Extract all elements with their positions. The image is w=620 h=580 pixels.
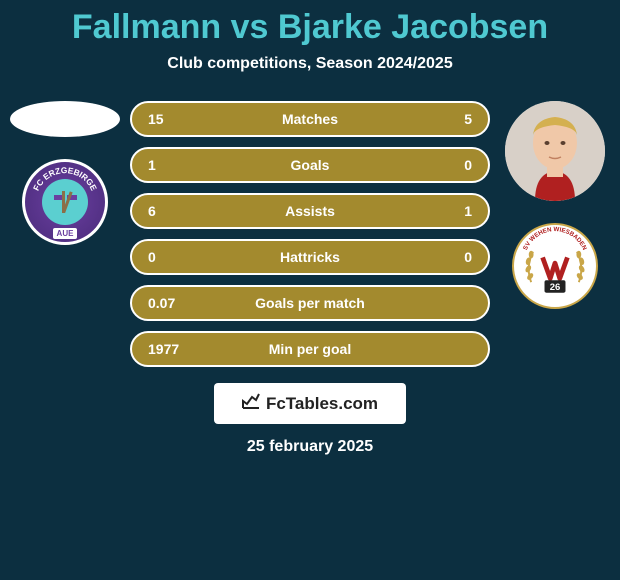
stat-left-value: 0.07 bbox=[148, 295, 188, 311]
left-club-logo: FC ERZGEBIRGE AUE bbox=[22, 159, 108, 245]
stat-row-hattricks: 0 Hattricks 0 bbox=[130, 239, 490, 275]
right-player-avatar bbox=[505, 101, 605, 201]
stat-label: Assists bbox=[188, 203, 432, 219]
person-icon bbox=[505, 101, 605, 201]
left-player-col: FC ERZGEBIRGE AUE bbox=[10, 101, 120, 245]
page-title: Fallmann vs Bjarke Jacobsen bbox=[72, 8, 548, 47]
hammer-icon bbox=[50, 187, 80, 217]
stat-label: Matches bbox=[188, 111, 432, 127]
stat-left-value: 0 bbox=[148, 249, 188, 265]
stat-label: Hattricks bbox=[188, 249, 432, 265]
stat-row-mpg: 1977 Min per goal bbox=[130, 331, 490, 367]
footer-brand: FcTables.com bbox=[214, 383, 406, 424]
left-player-avatar bbox=[10, 101, 120, 137]
right-player-col: SV WEHEN WIESBADEN bbox=[500, 101, 610, 309]
stat-right-value: 1 bbox=[432, 203, 472, 219]
stat-row-matches: 15 Matches 5 bbox=[130, 101, 490, 137]
left-club-inner: AUE bbox=[42, 179, 88, 225]
svg-text:26: 26 bbox=[550, 282, 561, 293]
laurel-icon: SV WEHEN WIESBADEN bbox=[514, 223, 596, 309]
stat-label: Goals per match bbox=[188, 295, 432, 311]
svg-text:SV WEHEN WIESBADEN: SV WEHEN WIESBADEN bbox=[522, 226, 588, 252]
stat-row-goals: 1 Goals 0 bbox=[130, 147, 490, 183]
stat-right-value: 5 bbox=[432, 111, 472, 127]
stat-row-gpm: 0.07 Goals per match bbox=[130, 285, 490, 321]
comparison-card: Fallmann vs Bjarke Jacobsen Club competi… bbox=[0, 0, 620, 580]
date-label: 25 february 2025 bbox=[247, 438, 373, 456]
stat-left-value: 15 bbox=[148, 111, 188, 127]
left-club-abbr: AUE bbox=[53, 228, 78, 239]
footer-text: FcTables.com bbox=[266, 394, 378, 414]
stat-label: Min per goal bbox=[188, 341, 432, 357]
stat-row-assists: 6 Assists 1 bbox=[130, 193, 490, 229]
main-row: FC ERZGEBIRGE AUE 15 Matches bbox=[0, 101, 620, 367]
stat-label: Goals bbox=[188, 157, 432, 173]
stat-left-value: 1 bbox=[148, 157, 188, 173]
stat-right-value: 0 bbox=[432, 157, 472, 173]
stat-left-value: 6 bbox=[148, 203, 188, 219]
right-club-logo: SV WEHEN WIESBADEN bbox=[512, 223, 598, 309]
stat-right-value: 0 bbox=[432, 249, 472, 265]
chart-icon bbox=[242, 393, 260, 414]
stat-left-value: 1977 bbox=[148, 341, 188, 357]
stats-list: 15 Matches 5 1 Goals 0 6 Assists 1 0 Hat… bbox=[130, 101, 490, 367]
subtitle: Club competitions, Season 2024/2025 bbox=[167, 55, 452, 73]
